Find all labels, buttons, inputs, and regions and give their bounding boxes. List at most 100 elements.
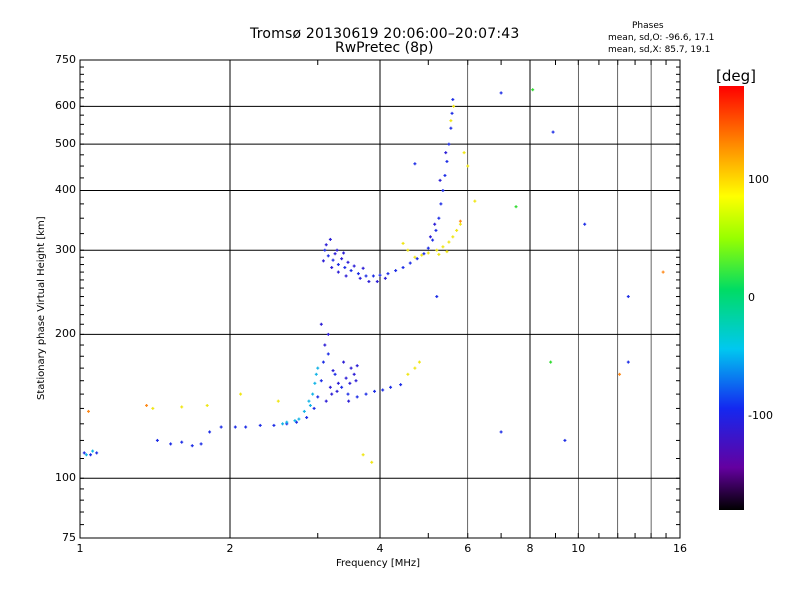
data-point	[199, 442, 203, 446]
data-point	[326, 254, 330, 258]
x-tick-label: 2	[226, 542, 234, 555]
data-point	[431, 238, 435, 242]
data-point	[305, 416, 309, 420]
data-point	[321, 259, 325, 263]
data-point	[346, 260, 350, 264]
data-point	[401, 266, 405, 270]
data-point	[311, 392, 315, 396]
y-axis-label: Stationary phase Virtual Height [km]	[36, 216, 47, 400]
axis-ticks	[79, 59, 744, 539]
data-point	[361, 453, 365, 457]
data-point	[336, 270, 340, 274]
data-point	[452, 104, 456, 108]
data-point	[375, 280, 379, 284]
data-point	[314, 372, 318, 376]
data-point	[313, 381, 317, 385]
data-point	[323, 248, 327, 252]
data-point	[145, 403, 149, 407]
data-point	[435, 248, 439, 252]
data-point	[316, 395, 320, 399]
data-point	[451, 98, 455, 102]
data-point	[367, 280, 371, 284]
x-tick-label: 8	[526, 542, 534, 555]
data-point	[190, 444, 194, 448]
data-point	[323, 343, 327, 347]
x-tick-label: 10	[571, 542, 586, 555]
data-point	[386, 272, 390, 276]
data-point	[307, 399, 311, 403]
data-point	[95, 451, 99, 455]
colorbar-tick-label: -100	[748, 408, 773, 422]
phase-stat-x: mean, sd,X: 85.7, 19.1	[608, 45, 711, 55]
data-point	[408, 261, 412, 265]
data-point	[180, 405, 184, 409]
data-point	[563, 438, 567, 442]
x-axis-label: Frequency [MHz]	[336, 558, 421, 569]
data-point	[349, 366, 353, 370]
data-point	[401, 241, 405, 245]
x-tick-label: 16	[673, 542, 687, 555]
data-point	[443, 173, 447, 177]
data-point	[458, 219, 462, 223]
data-point	[441, 188, 445, 192]
data-point	[413, 255, 417, 259]
data-point	[328, 385, 332, 389]
data-point	[451, 235, 455, 239]
data-point	[626, 295, 630, 299]
colorbar-tick-label: 100	[748, 173, 769, 187]
colorbar	[719, 86, 744, 510]
data-point	[91, 449, 95, 453]
data-point	[336, 381, 340, 385]
data-point	[84, 453, 88, 457]
data-point	[394, 269, 398, 273]
data-point	[383, 276, 387, 280]
data-point	[319, 379, 323, 383]
data-point	[449, 126, 453, 130]
data-point	[549, 360, 553, 364]
data-point	[89, 453, 93, 457]
data-point	[276, 399, 280, 403]
data-point	[370, 460, 374, 464]
phase-heading: Phases	[632, 21, 664, 31]
data-point	[499, 91, 503, 95]
data-point	[326, 332, 330, 336]
data-point	[340, 257, 344, 261]
data-point	[434, 228, 438, 232]
data-point	[455, 228, 459, 232]
data-point	[344, 376, 348, 380]
data-point	[324, 243, 328, 247]
data-point	[358, 276, 362, 280]
data-point	[344, 274, 348, 278]
data-point	[445, 250, 449, 254]
data-point	[413, 366, 417, 370]
data-point	[331, 369, 335, 373]
data-point	[355, 364, 359, 368]
data-point	[343, 266, 347, 270]
data-point	[335, 389, 339, 393]
x-tick-label: 1	[76, 542, 84, 555]
data-point	[406, 248, 410, 252]
data-point	[355, 395, 359, 399]
data-point	[473, 199, 477, 203]
data-point	[444, 151, 448, 155]
data-point	[466, 164, 470, 168]
chart-title: Tromsø 20130619 20:06:00–20:07:43	[250, 26, 520, 42]
data-point	[399, 383, 403, 387]
data-point	[449, 119, 453, 123]
data-point	[336, 263, 340, 267]
data-point	[348, 381, 352, 385]
data-point	[462, 151, 466, 155]
data-point	[244, 425, 248, 429]
data-point	[281, 422, 285, 426]
phase-stat-o: mean, sd,O: -96.6, 17.1	[608, 33, 715, 43]
data-point	[426, 251, 430, 255]
data-point	[219, 425, 223, 429]
data-point	[151, 406, 155, 410]
data-point	[330, 266, 334, 270]
data-point	[169, 442, 173, 446]
data-point	[233, 425, 237, 429]
data-point	[422, 252, 426, 256]
data-point	[413, 162, 417, 166]
data-point	[295, 420, 299, 424]
data-point	[302, 409, 306, 413]
